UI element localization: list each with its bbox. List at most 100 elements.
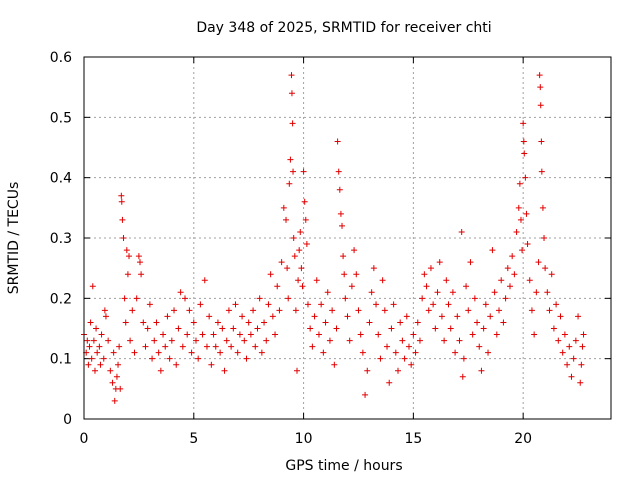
data-point xyxy=(553,301,560,308)
data-point xyxy=(289,120,296,127)
data-point xyxy=(86,343,93,350)
data-point xyxy=(539,204,546,211)
data-point xyxy=(122,319,129,326)
data-point xyxy=(234,349,241,356)
data-point xyxy=(410,331,417,338)
data-point xyxy=(416,337,423,344)
data-point xyxy=(107,367,114,374)
data-point xyxy=(460,355,467,362)
data-point xyxy=(210,331,217,338)
data-point xyxy=(355,307,362,314)
data-point xyxy=(164,313,171,320)
data-point xyxy=(111,397,118,404)
data-point xyxy=(535,259,542,266)
data-point xyxy=(555,337,562,344)
data-point xyxy=(272,331,279,338)
data-point xyxy=(142,343,149,350)
data-point xyxy=(485,349,492,356)
data-point xyxy=(144,325,151,332)
data-point xyxy=(214,319,221,326)
x-tick-label: 15 xyxy=(404,431,422,447)
data-point xyxy=(219,325,226,332)
data-point xyxy=(465,307,472,314)
data-point xyxy=(173,361,180,368)
data-point xyxy=(375,331,382,338)
data-point xyxy=(467,259,474,266)
data-point xyxy=(381,307,388,314)
data-point xyxy=(362,391,369,398)
data-point xyxy=(523,210,530,217)
data-point xyxy=(269,313,276,320)
plot-frame xyxy=(83,56,612,420)
data-point xyxy=(331,361,338,368)
data-point xyxy=(458,228,465,235)
data-point xyxy=(113,373,120,380)
data-point xyxy=(300,168,307,175)
data-point xyxy=(182,295,189,302)
data-point xyxy=(408,361,415,368)
data-point xyxy=(287,156,294,163)
data-point xyxy=(245,319,252,326)
data-point xyxy=(195,355,202,362)
data-point xyxy=(151,337,158,344)
data-point xyxy=(89,283,96,290)
data-point xyxy=(528,307,535,314)
data-point xyxy=(397,319,404,326)
data-point xyxy=(414,319,421,326)
data-point xyxy=(212,343,219,350)
data-point xyxy=(285,295,292,302)
data-point xyxy=(511,271,518,278)
data-point xyxy=(392,349,399,356)
data-point xyxy=(223,337,230,344)
data-point xyxy=(344,313,351,320)
data-point xyxy=(96,343,103,350)
data-point xyxy=(278,259,285,266)
data-point xyxy=(564,361,571,368)
data-point xyxy=(386,379,393,386)
data-point xyxy=(171,307,178,314)
data-point xyxy=(346,337,353,344)
data-point xyxy=(568,373,575,380)
data-point xyxy=(575,313,582,320)
data-point xyxy=(513,228,520,235)
data-point xyxy=(118,198,125,205)
data-point xyxy=(199,331,206,338)
data-point xyxy=(572,337,579,344)
data-point xyxy=(90,337,97,344)
y-tick-label: 0.1 xyxy=(50,352,72,368)
data-point xyxy=(339,222,346,229)
data-point xyxy=(184,331,191,338)
data-point xyxy=(115,361,122,368)
data-point xyxy=(524,241,531,248)
data-point xyxy=(405,343,412,350)
data-point xyxy=(459,373,466,380)
x-tick-label: 10 xyxy=(295,431,313,447)
data-point xyxy=(265,301,272,308)
data-point xyxy=(309,343,316,350)
data-point xyxy=(359,349,366,356)
data-point xyxy=(329,307,336,314)
data-point xyxy=(430,301,437,308)
data-point xyxy=(280,204,287,211)
data-point xyxy=(537,102,544,109)
data-point xyxy=(301,198,308,205)
data-point xyxy=(84,337,91,344)
data-point xyxy=(445,301,452,308)
data-point xyxy=(153,319,160,326)
data-point xyxy=(133,295,140,302)
data-point xyxy=(434,289,441,296)
data-point xyxy=(441,337,448,344)
data-point xyxy=(538,138,545,145)
data-point xyxy=(438,313,445,320)
chart-title: Day 348 of 2025, SRMTID for receiver cht… xyxy=(196,20,491,36)
data-point xyxy=(522,174,529,181)
data-point xyxy=(496,307,503,314)
data-point xyxy=(129,307,136,314)
data-point xyxy=(557,313,564,320)
data-point xyxy=(521,150,528,157)
data-point xyxy=(509,253,516,260)
data-point xyxy=(364,367,371,374)
data-point xyxy=(342,295,349,302)
data-point xyxy=(97,361,104,368)
data-point xyxy=(120,235,127,241)
